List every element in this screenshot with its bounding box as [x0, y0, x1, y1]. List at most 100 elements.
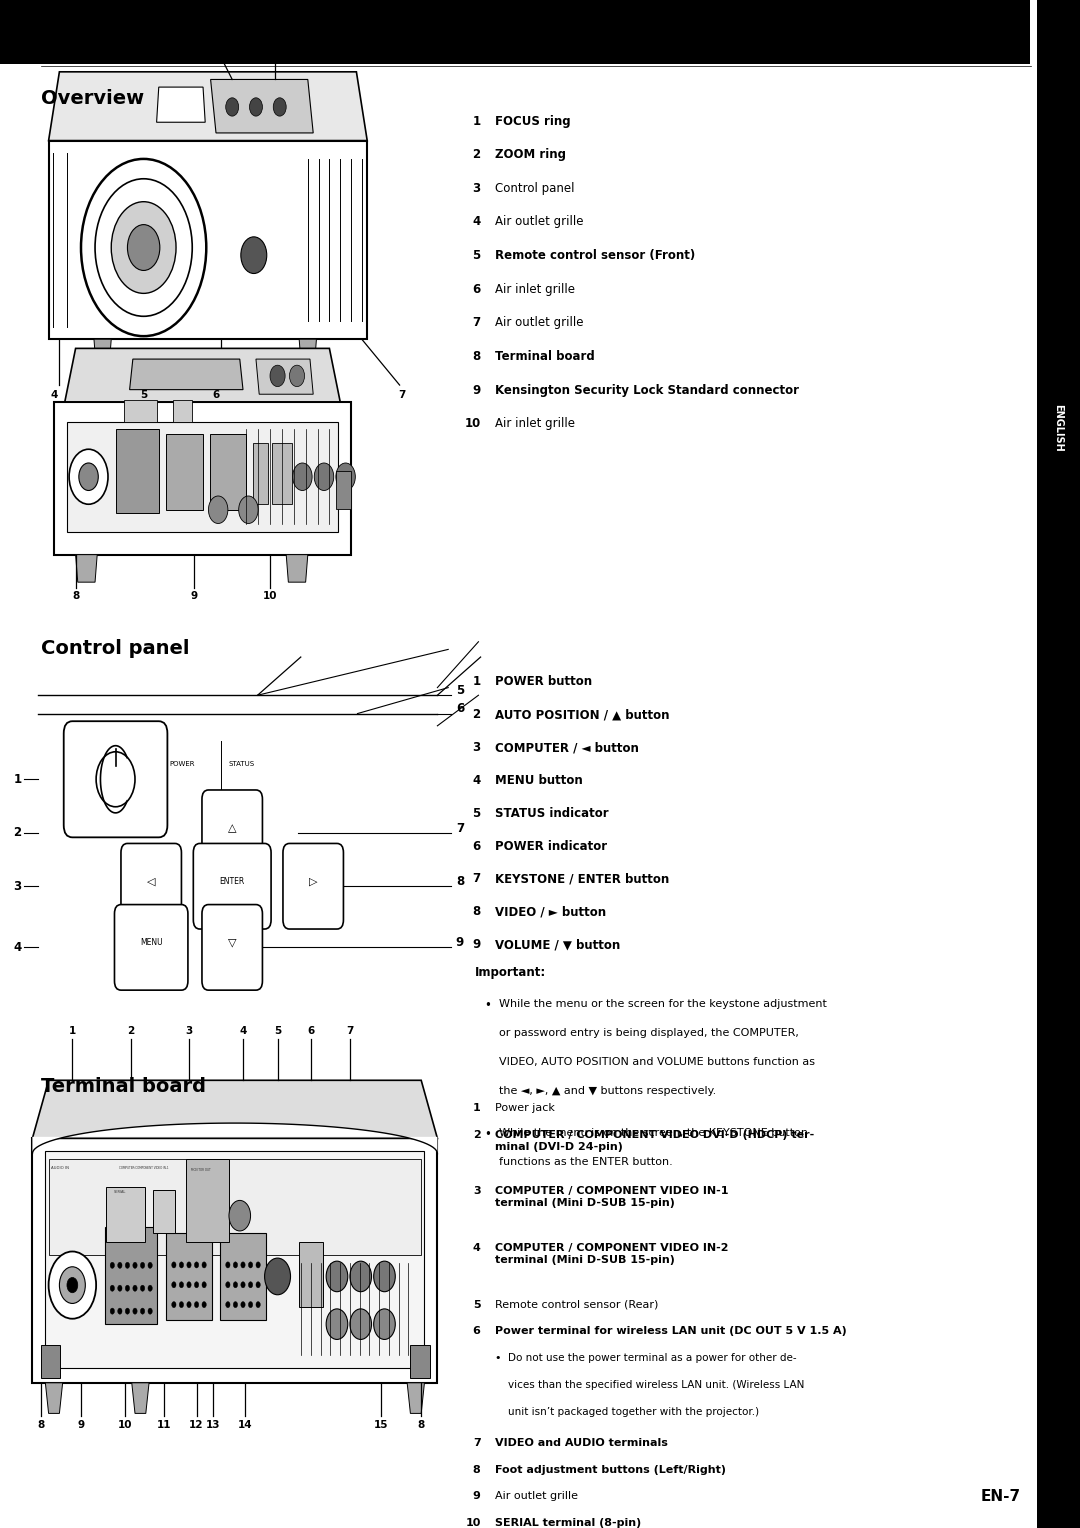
Text: Overview: Overview: [41, 89, 144, 107]
Polygon shape: [130, 359, 243, 390]
Text: 12: 12: [189, 1420, 204, 1430]
Circle shape: [273, 98, 286, 116]
Text: 8: 8: [473, 1464, 481, 1475]
Text: Air inlet grille: Air inlet grille: [495, 283, 575, 296]
FancyBboxPatch shape: [64, 721, 167, 837]
Bar: [67, 422, 338, 532]
Bar: [124, 400, 157, 422]
Text: Terminal board: Terminal board: [495, 350, 594, 364]
Text: 4: 4: [51, 390, 57, 400]
Bar: [1037, 0, 1080, 1528]
Bar: [272, 443, 292, 504]
Text: Remote control sensor (Rear): Remote control sensor (Rear): [495, 1299, 658, 1309]
Text: 9: 9: [456, 937, 464, 949]
Text: 8: 8: [72, 591, 79, 602]
Text: 2: 2: [473, 1129, 481, 1140]
Circle shape: [289, 365, 305, 387]
Circle shape: [208, 497, 228, 524]
Bar: [0, 0, 1030, 64]
Text: 1: 1: [473, 1103, 481, 1114]
Circle shape: [79, 463, 98, 490]
Text: COMPUTER/COMPONENT VIDEO IN-1: COMPUTER/COMPONENT VIDEO IN-1: [119, 1166, 168, 1170]
Text: VIDEO, AUTO POSITION and VOLUME buttons function as: VIDEO, AUTO POSITION and VOLUME buttons …: [499, 1057, 815, 1068]
Text: •: •: [495, 1354, 501, 1363]
Circle shape: [110, 1308, 114, 1314]
Text: the ◄, ►, ▲ and ▼ buttons respectively.: the ◄, ►, ▲ and ▼ buttons respectively.: [499, 1086, 716, 1097]
Circle shape: [374, 1309, 395, 1340]
Text: 9: 9: [78, 1420, 84, 1430]
Text: 7: 7: [473, 1438, 481, 1449]
Circle shape: [96, 752, 135, 807]
Text: •: •: [484, 999, 490, 1013]
Circle shape: [239, 497, 258, 524]
Text: 4: 4: [472, 773, 481, 787]
Text: 7: 7: [456, 822, 464, 834]
Circle shape: [194, 1302, 199, 1308]
Text: ZOOM ring: ZOOM ring: [495, 148, 566, 162]
Text: 2: 2: [472, 707, 481, 721]
Text: Important:: Important:: [475, 966, 546, 979]
Text: FOCUS ring: FOCUS ring: [495, 115, 570, 128]
Text: While the menu is on the screen, the KEYSTONE button: While the menu is on the screen, the KEY…: [499, 1128, 808, 1138]
Text: 7: 7: [472, 316, 481, 330]
Text: 1: 1: [69, 1025, 76, 1036]
Circle shape: [202, 1302, 206, 1308]
Circle shape: [248, 1302, 253, 1308]
Circle shape: [125, 1262, 130, 1268]
Circle shape: [179, 1262, 184, 1268]
Text: Remote control sensor (Front): Remote control sensor (Front): [495, 249, 694, 263]
Circle shape: [194, 1282, 199, 1288]
Circle shape: [69, 449, 108, 504]
Circle shape: [49, 1251, 96, 1319]
Text: 6: 6: [472, 839, 481, 853]
Circle shape: [194, 1262, 199, 1268]
Text: △: △: [228, 824, 237, 833]
FancyBboxPatch shape: [193, 843, 271, 929]
Text: AUTO POSITION / ▲ button: AUTO POSITION / ▲ button: [495, 707, 670, 721]
Polygon shape: [45, 1383, 63, 1413]
Text: COMPUTER / COMPONENT VIDEO DVI-D (HDCP) ter-
minal (DVI-D 24-pin): COMPUTER / COMPONENT VIDEO DVI-D (HDCP) …: [495, 1129, 814, 1152]
Text: AUDIO IN: AUDIO IN: [51, 1166, 69, 1170]
Text: ◁: ◁: [147, 877, 156, 886]
Circle shape: [241, 237, 267, 274]
Text: MONITOR OUT: MONITOR OUT: [191, 1167, 211, 1172]
Text: SERIAL: SERIAL: [113, 1190, 125, 1193]
Text: 4: 4: [13, 941, 22, 953]
Polygon shape: [76, 555, 97, 582]
Circle shape: [248, 1262, 253, 1268]
Text: 2: 2: [472, 148, 481, 162]
Polygon shape: [132, 1383, 149, 1413]
Polygon shape: [49, 141, 367, 339]
Text: ▽: ▽: [228, 938, 237, 947]
Circle shape: [125, 1308, 130, 1314]
Text: Foot adjustment buttons (Left/Right): Foot adjustment buttons (Left/Right): [495, 1464, 726, 1475]
Text: 9: 9: [191, 591, 198, 602]
Text: Control panel: Control panel: [495, 182, 575, 196]
Text: Air inlet grille: Air inlet grille: [495, 417, 575, 431]
Text: Air outlet grille: Air outlet grille: [495, 215, 583, 229]
Text: ENTER: ENTER: [219, 877, 245, 886]
Polygon shape: [256, 359, 313, 394]
FancyBboxPatch shape: [202, 905, 262, 990]
Bar: [220, 1233, 266, 1320]
Text: Terminal board: Terminal board: [41, 1077, 206, 1096]
Circle shape: [125, 1285, 130, 1291]
Text: 9: 9: [472, 938, 481, 952]
Text: 4: 4: [240, 1025, 246, 1036]
Text: 5: 5: [473, 1299, 481, 1309]
Circle shape: [241, 1302, 245, 1308]
Circle shape: [374, 1261, 395, 1291]
Text: 6: 6: [213, 390, 219, 400]
Circle shape: [67, 1277, 78, 1293]
Text: VIDEO and AUDIO terminals: VIDEO and AUDIO terminals: [495, 1438, 667, 1449]
Text: 3: 3: [472, 741, 481, 755]
Circle shape: [187, 1282, 191, 1288]
Text: 12: 12: [162, 12, 176, 23]
Text: While the menu or the screen for the keystone adjustment: While the menu or the screen for the key…: [499, 999, 827, 1010]
Circle shape: [118, 1308, 122, 1314]
Text: 1: 1: [472, 115, 481, 128]
Text: unit isn’t packaged together with the projector.): unit isn’t packaged together with the pr…: [508, 1406, 759, 1416]
Text: 3: 3: [472, 182, 481, 196]
Polygon shape: [65, 348, 340, 402]
Text: ▷: ▷: [309, 877, 318, 886]
